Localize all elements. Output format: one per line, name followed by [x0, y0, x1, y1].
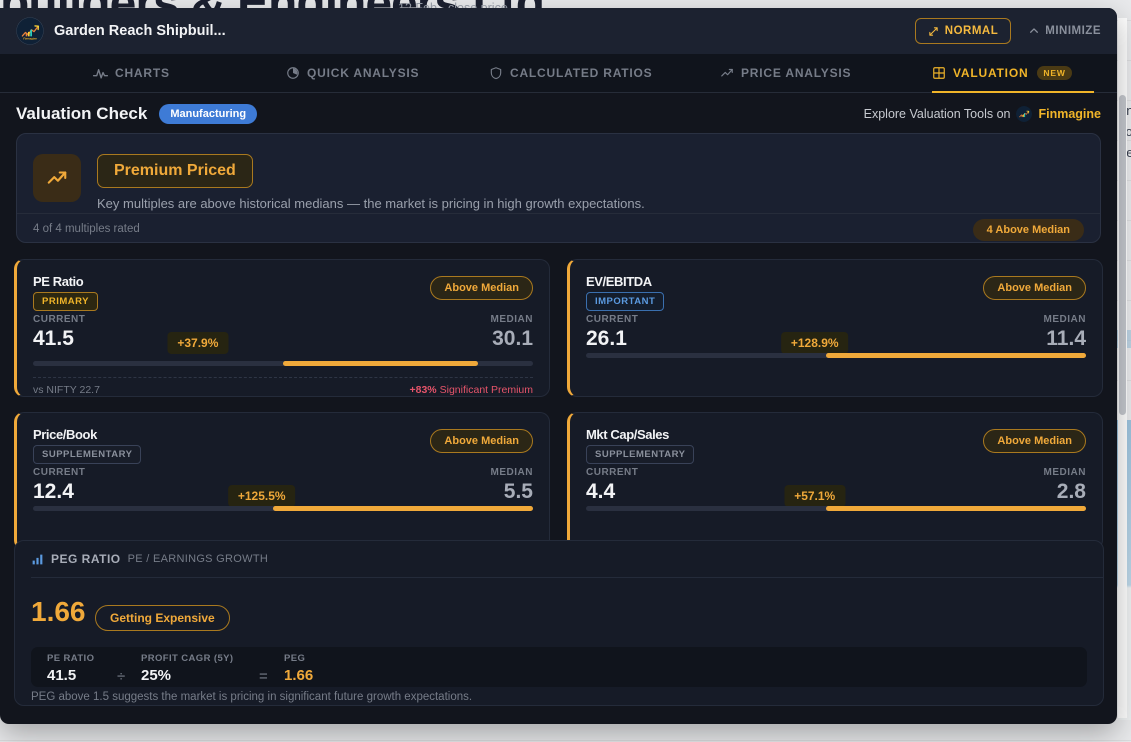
svg-text:Finmagine: Finmagine: [23, 36, 37, 40]
